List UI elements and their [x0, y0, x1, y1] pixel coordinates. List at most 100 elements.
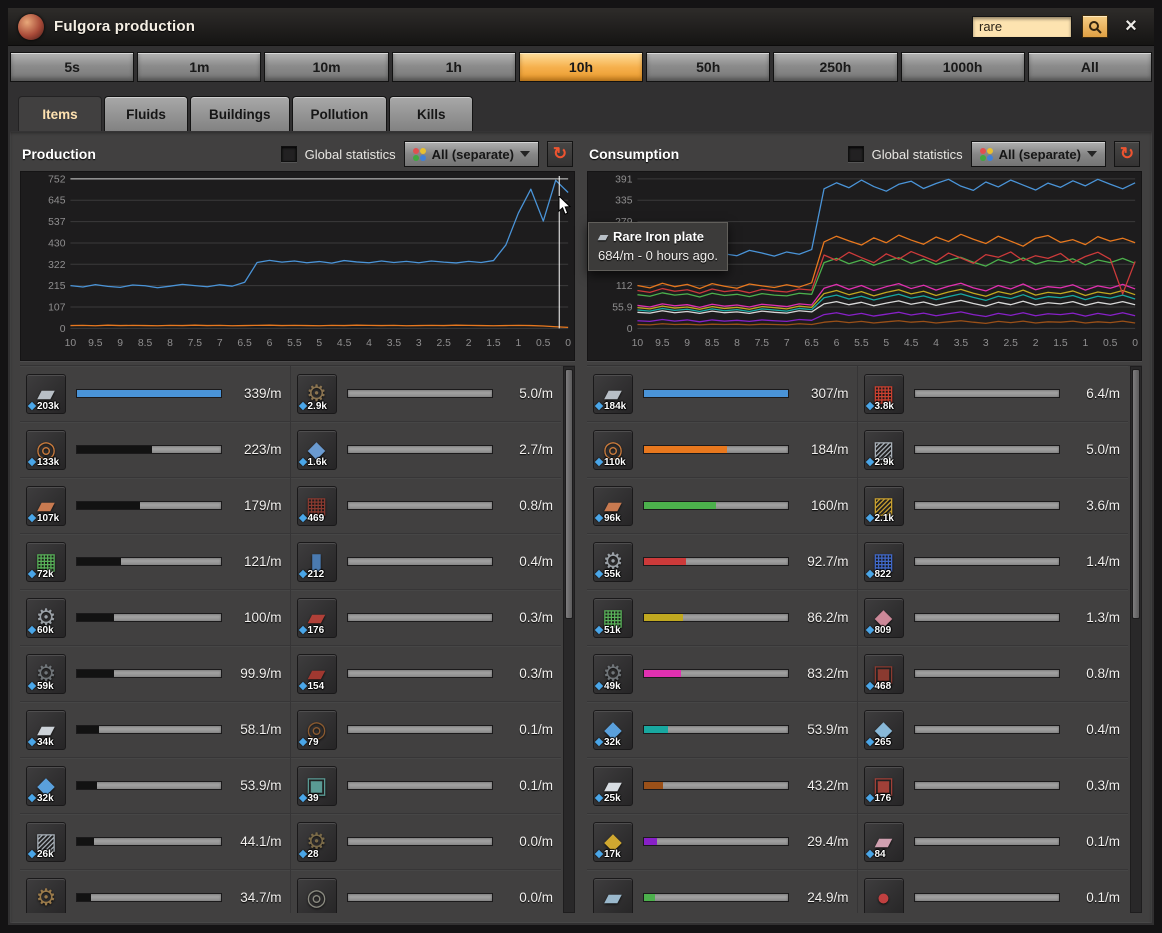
item-row[interactable]: ▰ 154 0.3/m: [290, 646, 561, 702]
svg-text:10: 10: [632, 338, 644, 349]
global-statistics-checkbox[interactable]: [280, 146, 297, 162]
item-row[interactable]: ⚙ 59k 99.9/m: [20, 646, 290, 702]
quality-rare-icon: [27, 849, 37, 859]
svg-text:9.5: 9.5: [655, 338, 670, 349]
global-statistics-label: Global statistics: [304, 146, 396, 162]
item-icon: ◆ 17k: [593, 821, 633, 862]
search-button[interactable]: [1082, 15, 1108, 38]
scrollbar[interactable]: [563, 366, 575, 913]
svg-text:8.5: 8.5: [705, 338, 720, 349]
item-row[interactable]: ◆ 1.6k 2.7/m: [290, 422, 561, 478]
scrollbar-thumb[interactable]: [565, 369, 573, 619]
item-row[interactable]: ◆ 809 1.3/m: [857, 590, 1128, 646]
item-row[interactable]: ◎ 133k 223/m: [20, 422, 290, 478]
scrollbar[interactable]: [1130, 366, 1142, 913]
item-icon: ⚙ 55k: [593, 541, 633, 582]
time-button-250h[interactable]: 250h: [773, 52, 898, 82]
refresh-button[interactable]: ↻: [547, 141, 573, 167]
item-icon: ▣ 176: [863, 765, 904, 806]
item-row[interactable]: ⚙ 34.7/m: [20, 870, 290, 913]
item-progress-bar: [913, 501, 1060, 510]
item-row[interactable]: ◆ 32k 53.9/m: [20, 758, 290, 814]
quality-rare-icon: [865, 401, 874, 411]
item-rate: 0.4/m: [1086, 722, 1120, 737]
item-row[interactable]: ▰ 184k 307/m: [587, 366, 857, 422]
item-row[interactable]: ▦ 51k 86.2/m: [587, 590, 857, 646]
item-row[interactable]: ◎ 79 0.1/m: [290, 702, 561, 758]
item-row[interactable]: ◎ 110k 184/m: [587, 422, 857, 478]
item-row[interactable]: ▰ 96k 160/m: [587, 478, 857, 534]
production-chart[interactable]: 752 645 537 430 322 215 107 0 10 9.5 9 8.5 8 7.5 7 6.5 6…: [20, 171, 575, 361]
item-row[interactable]: ▰ 84 0.1/m: [857, 814, 1128, 870]
time-button-1m[interactable]: 1m: [137, 52, 262, 82]
item-progress-bar: [913, 669, 1060, 678]
item-row[interactable]: ⚙ 55k 92.7/m: [587, 534, 857, 590]
filter-dropdown[interactable]: All (separate): [970, 141, 1106, 167]
item-progress-bar: [643, 613, 789, 622]
item-progress-bar: [76, 557, 222, 566]
item-icon: ▰: [593, 877, 633, 913]
item-row[interactable]: ▰ 203k 339/m: [20, 366, 290, 422]
item-row[interactable]: ▰ 107k 179/m: [20, 478, 290, 534]
chart-series-s-orange: [70, 324, 569, 328]
item-row[interactable]: ▣ 176 0.3/m: [857, 758, 1128, 814]
quality-rare-icon: [594, 569, 604, 579]
svg-text:7: 7: [784, 338, 790, 349]
tab-pollution[interactable]: Pollution: [291, 96, 388, 131]
item-row[interactable]: ⚙ 60k 100/m: [20, 590, 290, 646]
tab-fluids[interactable]: Fluids: [104, 96, 188, 131]
item-row[interactable]: ▨ 2.1k 3.6/m: [857, 478, 1128, 534]
item-row[interactable]: ▦ 822 1.4/m: [857, 534, 1128, 590]
time-button-all[interactable]: All: [1027, 52, 1152, 82]
svg-text:9: 9: [684, 338, 690, 349]
search-icon: [1089, 20, 1102, 34]
filter-dropdown[interactable]: All (separate): [403, 141, 539, 167]
tab-items[interactable]: Items: [18, 96, 102, 131]
item-icon: ▨ 26k: [26, 821, 66, 862]
item-row[interactable]: ⚙ 49k 83.2/m: [587, 646, 857, 702]
item-row[interactable]: ▦ 469 0.8/m: [290, 478, 561, 534]
item-row[interactable]: ▰ 34k 58.1/m: [20, 702, 290, 758]
item-rate: 223/m: [243, 442, 282, 457]
item-rate: 339/m: [243, 386, 282, 401]
item-row[interactable]: ▮ 212 0.4/m: [290, 534, 561, 590]
item-row[interactable]: ● 0.1/m: [858, 870, 1129, 913]
item-progress-bar: [346, 557, 493, 566]
refresh-button[interactable]: ↻: [1114, 141, 1140, 167]
item-rate: 24.9/m: [807, 890, 849, 905]
item-row[interactable]: ⚙ 28 0.0/m: [290, 814, 561, 870]
item-row[interactable]: ▨ 26k 44.1/m: [20, 814, 290, 870]
time-button-10m[interactable]: 10m: [264, 52, 389, 82]
item-rate: 0.4/m: [519, 554, 553, 569]
global-statistics-checkbox[interactable]: [847, 146, 864, 162]
item-row[interactable]: ▦ 3.8k 6.4/m: [857, 366, 1128, 422]
svg-text:9: 9: [117, 338, 123, 349]
tab-kills[interactable]: Kills: [389, 96, 474, 131]
refresh-icon: ↻: [1119, 144, 1135, 163]
time-button-5s[interactable]: 5s: [10, 52, 135, 82]
item-row[interactable]: ⚙ 2.9k 5.0/m: [290, 366, 561, 422]
item-row[interactable]: ▰ 24.9/m: [587, 870, 857, 913]
close-button[interactable]: ×: [1118, 14, 1144, 40]
time-button-1h[interactable]: 1h: [391, 52, 516, 82]
time-button-50h[interactable]: 50h: [646, 52, 771, 82]
item-rate: 0.3/m: [1086, 778, 1120, 793]
panel-0-col-left: ▰ 203k 339/m ◎ 133k 223/m ▰ 107k 179/m ▦ 72k 121/m ⚙…: [20, 366, 291, 913]
item-row[interactable]: ▰ 25k 43.2/m: [587, 758, 857, 814]
item-row[interactable]: ◎ 0.0/m: [291, 870, 562, 913]
scrollbar-thumb[interactable]: [1132, 369, 1140, 619]
item-row[interactable]: ▣ 468 0.8/m: [857, 646, 1128, 702]
item-row[interactable]: ◆ 32k 53.9/m: [587, 702, 857, 758]
tab-buildings[interactable]: Buildings: [190, 96, 290, 131]
search-input[interactable]: [972, 15, 1072, 38]
time-button-1000h[interactable]: 1000h: [900, 52, 1025, 82]
item-row[interactable]: ▨ 2.9k 5.0/m: [857, 422, 1128, 478]
item-row[interactable]: ◆ 17k 29.4/m: [587, 814, 857, 870]
time-button-10h[interactable]: 10h: [518, 52, 644, 82]
item-progress-bar: [76, 445, 222, 454]
item-row[interactable]: ▦ 72k 121/m: [20, 534, 290, 590]
item-row[interactable]: ▰ 176 0.3/m: [290, 590, 561, 646]
item-row[interactable]: ◆ 265 0.4/m: [857, 702, 1128, 758]
quality-rare-icon: [27, 681, 37, 691]
item-row[interactable]: ▣ 39 0.1/m: [290, 758, 561, 814]
